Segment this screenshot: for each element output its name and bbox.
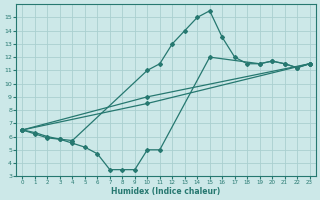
X-axis label: Humidex (Indice chaleur): Humidex (Indice chaleur): [111, 187, 221, 196]
